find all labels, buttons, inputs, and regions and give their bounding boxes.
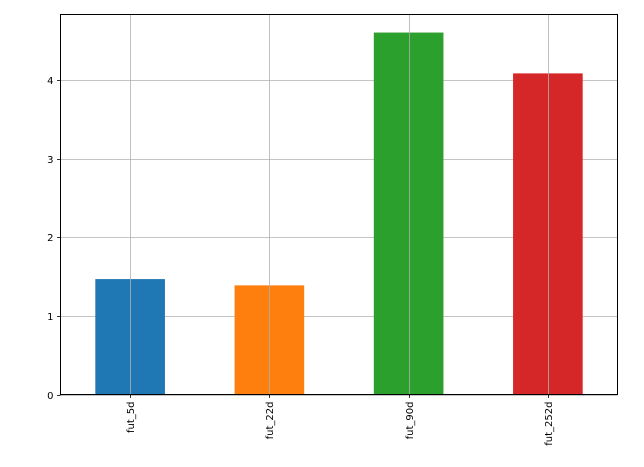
x-tick-label: fut_5d <box>126 402 137 434</box>
x-tick-label: fut_90d <box>405 402 416 440</box>
y-tick-label: 1 <box>47 312 53 323</box>
x-tick-label: fut_22d <box>265 402 276 440</box>
plot-area-frame <box>60 14 618 395</box>
y-tick-label: 4 <box>47 76 53 87</box>
y-tick-label: 2 <box>47 233 53 244</box>
bar-fut_252d <box>513 73 583 395</box>
y-tick-label: 0 <box>47 391 53 402</box>
bar-fut_90d <box>373 32 444 395</box>
vertical-grid-lines <box>130 14 549 395</box>
x-axis-ticks: fut_5d fut_22d fut_90d fut_252d <box>126 394 555 446</box>
y-tick-label: 3 <box>47 155 53 166</box>
x-tick-label: fut_252d <box>544 402 555 446</box>
y-axis-ticks: 0 1 2 3 4 <box>47 76 61 402</box>
